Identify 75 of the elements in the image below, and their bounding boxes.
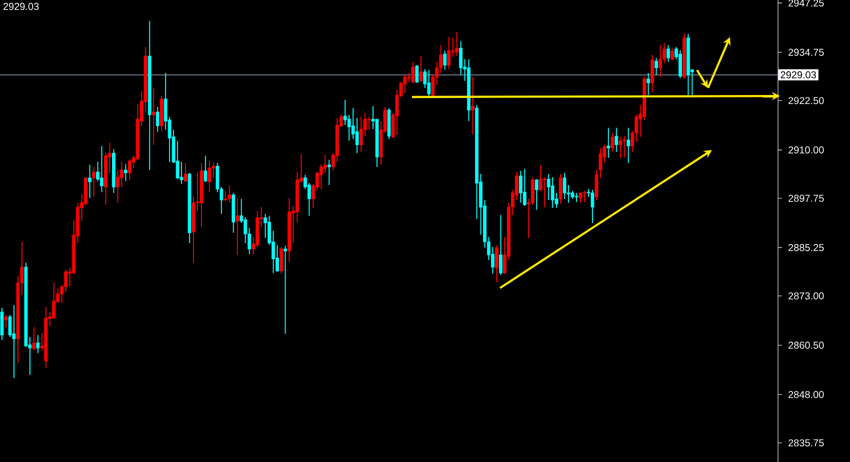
candlestick <box>610 132 614 152</box>
candlestick <box>562 172 566 200</box>
candlestick <box>236 198 240 256</box>
candlestick <box>152 87 156 146</box>
candlestick <box>284 245 287 334</box>
candlestick <box>650 54 654 92</box>
y-tick-label: 2848.00 <box>788 390 824 398</box>
candlestick <box>32 326 36 350</box>
y-tick-label: 2934.75 <box>788 48 824 56</box>
candlestick <box>522 168 526 206</box>
candlestick <box>550 176 554 208</box>
candlestick <box>518 170 522 204</box>
y-tick-label: 2910.00 <box>788 146 824 154</box>
y-tick-label: 2835.75 <box>788 439 824 446</box>
candlestick <box>534 178 538 210</box>
candlestick <box>654 57 658 76</box>
candlestick <box>578 192 582 204</box>
candlestick <box>359 116 363 152</box>
candlestick <box>184 162 188 182</box>
y-tick-label: 2885.25 <box>788 244 824 252</box>
y-tick-label: 2873.00 <box>788 292 824 300</box>
y-tick-label: 2860.50 <box>788 342 824 349</box>
candlestick <box>590 189 594 224</box>
candlestick <box>459 40 463 76</box>
candlestick <box>4 314 8 328</box>
candlestick <box>658 44 662 78</box>
candlestick <box>0 307 4 341</box>
candlestick <box>280 246 283 274</box>
candlestick <box>626 127 630 164</box>
candlestick <box>12 304 16 378</box>
candlestick <box>678 50 682 79</box>
candlestick <box>403 74 407 94</box>
candlestick <box>455 31 459 57</box>
ref-line-label: 2929.03 <box>780 71 816 78</box>
candlestick <box>208 160 212 193</box>
candlestick <box>670 48 674 60</box>
candlestick <box>228 185 232 204</box>
annotation: 2929.03 <box>3 2 39 10</box>
candlestick <box>88 164 92 199</box>
candlestick <box>124 164 128 182</box>
candlestick <box>355 117 359 154</box>
candlestick <box>204 155 208 182</box>
candlestick <box>8 314 12 338</box>
candlestick <box>582 190 586 202</box>
candlestick <box>614 127 618 152</box>
candlestick <box>622 136 626 158</box>
candlestick <box>180 161 184 184</box>
candlestick <box>323 154 327 174</box>
candlestick <box>427 69 431 98</box>
candlestick <box>128 158 132 180</box>
candlestick <box>558 173 562 204</box>
candlestick <box>646 72 650 96</box>
candlestick <box>666 44 670 62</box>
candlestick <box>100 145 104 193</box>
candlestick <box>176 140 180 180</box>
candlestick <box>530 176 534 206</box>
candlestick <box>618 136 622 158</box>
y-tick-label: 2897.75 <box>788 194 824 202</box>
candlestick <box>411 61 415 84</box>
candlestick <box>327 159 331 186</box>
candlestick <box>36 334 40 354</box>
candlestick <box>92 166 96 198</box>
candlestick <box>606 127 610 158</box>
candlestick <box>499 214 502 276</box>
y-tick-label: 2922.50 <box>788 97 824 104</box>
candlestick <box>415 64 419 84</box>
candlestick <box>495 244 498 283</box>
candlestick <box>156 106 160 132</box>
candlestick <box>443 50 447 70</box>
candlestick <box>367 116 371 130</box>
candlestick <box>120 161 124 188</box>
candlestick <box>419 56 423 83</box>
candlestick <box>447 36 451 70</box>
candlestick <box>224 190 228 202</box>
candlestick <box>471 76 474 135</box>
